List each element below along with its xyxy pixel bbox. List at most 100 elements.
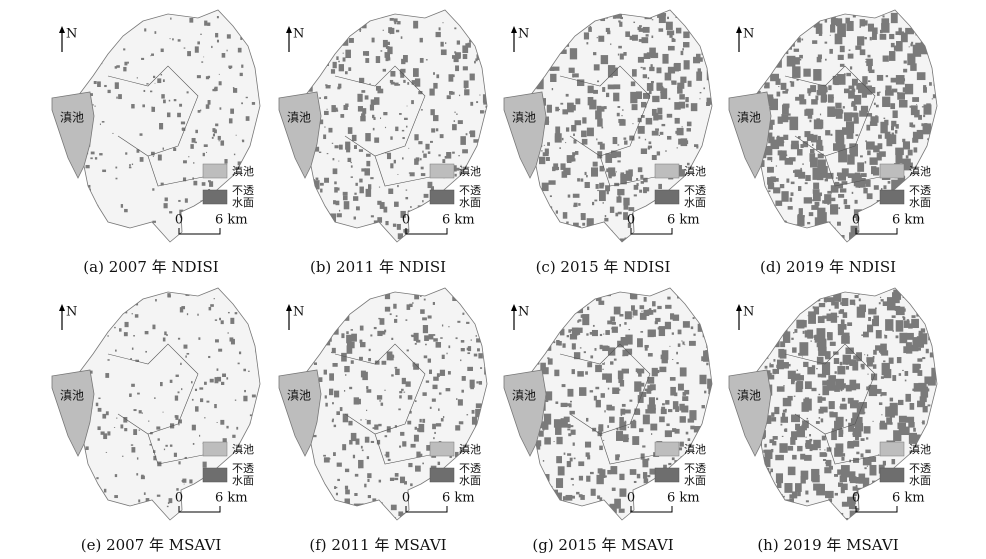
scale-bar [405,506,448,513]
impervious-pixel [534,34,539,40]
impervious-pixel [537,466,541,472]
impervious-pixel [631,69,637,77]
impervious-pixel [825,490,834,499]
impervious-pixel [818,234,820,237]
impervious-pixel [227,332,229,334]
impervious-pixel [536,308,540,315]
impervious-pixel [841,335,850,344]
impervious-pixel [364,436,370,443]
impervious-pixel [866,437,869,440]
impervious-pixel [640,114,645,118]
impervious-pixel [346,508,352,516]
impervious-pixel [807,113,813,119]
impervious-pixel [882,96,891,108]
impervious-pixel [834,492,839,496]
impervious-pixel [486,434,487,437]
impervious-pixel [125,152,128,155]
impervious-pixel [839,188,847,193]
impervious-pixel [858,186,861,188]
impervious-pixel [358,28,362,31]
impervious-pixel [107,359,110,361]
impervious-pixel [764,443,767,448]
impervious-pixel [419,37,423,43]
impervious-pixel [703,439,705,442]
impervious-pixel [397,21,401,25]
impervious-pixel [427,151,431,154]
impervious-pixel [795,377,800,381]
impervious-pixel [478,353,483,359]
impervious-pixel [860,453,864,458]
impervious-pixel [679,473,682,478]
legend-impervious-label: 不透 [232,184,254,197]
impervious-pixel [873,185,879,190]
impervious-pixel [346,13,348,15]
impervious-pixel [923,87,927,93]
impervious-pixel [676,147,679,149]
impervious-pixel [680,50,684,56]
impervious-pixel [793,395,796,397]
impervious-pixel [542,489,545,492]
impervious-pixel [226,49,228,52]
impervious-pixel [433,115,439,122]
impervious-pixel [590,355,594,359]
impervious-pixel [760,468,770,480]
impervious-pixel [866,113,873,117]
impervious-pixel [197,41,200,45]
impervious-pixel [161,94,165,99]
impervious-pixel [133,335,135,337]
impervious-pixel [543,413,552,425]
impervious-pixel [859,49,866,56]
impervious-pixel [342,444,347,451]
north-label: N [743,305,754,320]
impervious-pixel [758,236,763,241]
impervious-pixel [695,53,701,60]
impervious-pixel [531,328,537,335]
impervious-pixel [168,498,173,504]
impervious-pixel [765,495,772,505]
impervious-pixel [115,349,117,352]
impervious-pixel [462,54,468,60]
impervious-pixel [539,343,546,351]
impervious-pixel [438,408,440,411]
impervious-pixel [190,512,196,516]
impervious-pixel [793,48,800,52]
impervious-pixel [623,212,628,220]
impervious-pixel [879,155,882,158]
impervious-pixel [678,230,681,233]
impervious-pixel [475,227,479,231]
impervious-pixel [883,214,889,218]
scale-bar [178,506,221,513]
impervious-pixel [684,389,690,395]
impervious-pixel [123,48,126,51]
impervious-pixel [410,206,412,208]
impervious-pixel [801,38,804,41]
impervious-pixel [932,94,937,99]
impervious-pixel [399,476,406,484]
impervious-pixel [185,230,188,232]
impervious-pixel [195,223,197,226]
impervious-pixel [166,112,171,118]
north-label: N [518,27,529,42]
impervious-pixel [771,412,775,417]
impervious-pixel [561,315,568,324]
impervious-pixel [897,422,907,429]
impervious-pixel [667,512,672,516]
impervious-pixel [768,136,775,144]
impervious-pixel [313,362,318,365]
impervious-pixel [896,41,903,52]
impervious-pixel [475,58,478,62]
impervious-pixel [385,220,389,226]
impervious-pixel [571,343,576,350]
scale-end: 6 km [215,213,248,228]
north-arrow-head [511,304,517,311]
impervious-pixel [366,389,372,393]
impervious-pixel [474,33,479,39]
impervious-pixel [411,334,415,338]
impervious-pixel [779,152,787,161]
impervious-pixel [246,22,249,25]
impervious-pixel [331,105,336,113]
impervious-pixel [852,14,856,18]
impervious-pixel [881,22,890,33]
impervious-pixel [698,239,700,242]
